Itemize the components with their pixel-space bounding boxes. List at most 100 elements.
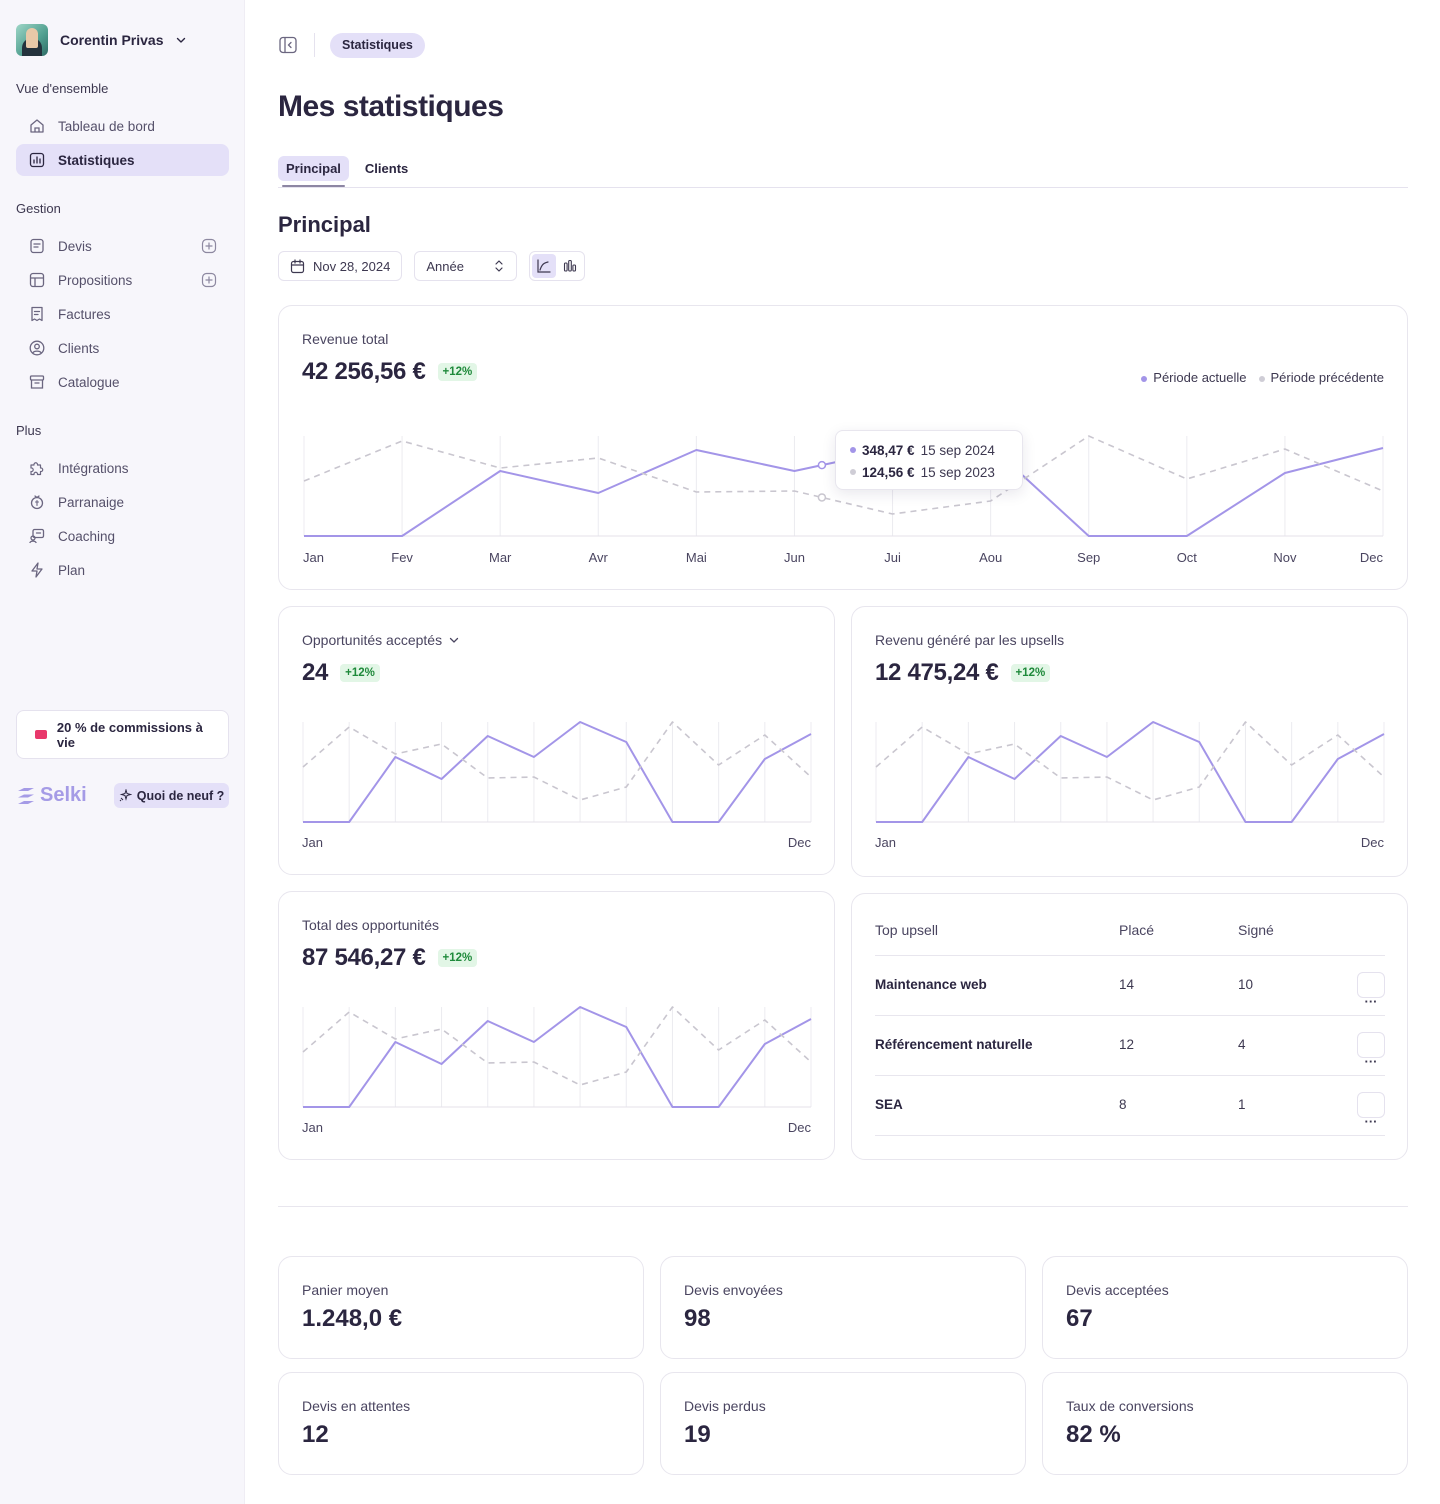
home-icon [30,119,44,133]
upsell-revenue-chart[interactable]: Jan Dec [852,607,1409,878]
coaching-icon [29,528,45,544]
section-title: Principal [278,212,371,237]
more-icon: ··· [1364,994,1378,1009]
sidebar-item-referral[interactable]: Parranaige [16,486,229,518]
stat-value: 82 % [1066,1421,1121,1448]
opportunities-value: 24 [302,659,329,686]
stat-card-average-basket: Panier moyen 1.248,0 € [278,1256,644,1359]
whats-new-button[interactable]: Quoi de neuf ? [114,783,229,808]
revenue-value-row: 42 256,56 € +12% [302,358,478,386]
user-menu[interactable]: Corentin Privas [16,24,187,56]
sidebar-item-label: Coaching [58,528,116,544]
sidebar-item-clients[interactable]: Clients [16,332,229,364]
stat-label: Devis en attentes [302,1398,411,1414]
sidebar-item-proposals[interactable]: Propositions [16,264,229,296]
section-title-management: Gestion [16,201,61,216]
stat-label: Devis acceptées [1066,1282,1169,1298]
tooltip-current-date: 15 sep 2024 [920,442,995,458]
x-tick-label: Nov [1273,550,1297,565]
upsell-revenue-label: Revenu généré par les upsells [875,632,1065,648]
user-circle-icon [29,340,45,356]
x-tick-label: Jui [884,550,901,565]
opportunities-chart[interactable]: Jan Dec [279,607,836,876]
sidebar-item-invoices[interactable]: Factures [16,298,229,330]
x-tick-label: Mai [686,550,707,565]
file-icon [30,238,44,254]
upsell-revenue-value: 12 475,24 € [875,659,999,686]
series-line-previous [875,721,1385,801]
gift-icon [30,495,44,510]
upsell-revenue-card: Revenu généré par les upsells 12 475,24 … [851,606,1408,877]
lightning-icon [31,562,43,578]
stat-label: Devis envoyées [684,1282,783,1298]
sidebar: Corentin Privas Vue d'ensemble Tableau d… [0,0,245,1504]
sidebar-item-label: Clients [58,340,100,356]
x-tick-label: Mar [489,550,512,565]
series-line-current [303,1006,812,1108]
archive-icon [29,375,45,389]
filters: Nov 28, 2024 Année [278,251,586,281]
row-actions-button[interactable]: ··· [1357,972,1385,1009]
section-title-overview: Vue d'ensemble [16,81,109,96]
tab-clients[interactable]: Clients [364,161,409,176]
trend-badge: +12% [340,664,380,682]
bar-chart-toggle[interactable] [558,254,582,278]
revenue-value: 42 256,56 € [302,358,426,385]
opportunities-filter[interactable]: Opportunités acceptés [302,632,460,648]
upsell-placed: 12 [1119,1037,1135,1052]
sidebar-item-catalog[interactable]: Catalogue [16,366,229,398]
chevron-updown-icon [495,260,503,272]
whats-new-label: Quoi de neuf ? [136,788,225,803]
series-line-previous [302,721,812,801]
nav-overview: Tableau de bord Statistiques [16,110,229,178]
legend-dot [1141,375,1148,382]
date-picker[interactable]: Nov 28, 2024 [278,251,403,281]
tooltip-previous-value: 124,56 € [862,464,915,480]
hover-marker-current [817,460,827,470]
period-select[interactable]: Année [414,251,518,281]
x-tick-label: Dec [788,835,812,850]
selki-logo-icon [18,787,34,804]
tab-principal[interactable]: Principal [278,156,349,187]
sidebar-item-coaching[interactable]: Coaching [16,520,229,552]
total-opportunities-chart[interactable]: Jan Dec [279,892,836,1161]
sidebar-item-quotes[interactable]: Devis [16,230,229,262]
line-chart-toggle[interactable] [532,254,557,278]
sidebar-item-integrations[interactable]: Intégrations [16,452,229,484]
legend-current: Période actuelle [1141,370,1247,385]
x-tick-label: Jan [302,1120,323,1135]
sidebar-toggle-icon[interactable] [278,35,298,55]
tooltip-row-previous: 124,56 € 15 sep 2023 [850,461,1008,483]
sidebar-item-plan[interactable]: Plan [16,554,229,586]
upsell-name: Maintenance web [875,977,987,992]
section-title-more: Plus [16,423,42,438]
tooltip-current-value: 348,47 € [862,442,915,458]
sidebar-item-label: Parranaige [58,494,125,510]
line-chart-icon [537,259,551,273]
stat-card-quotes-accepted: Devis acceptées 67 [1042,1256,1408,1359]
row-actions-button[interactable]: ··· [1357,1092,1385,1129]
plus-icon[interactable] [201,272,217,288]
opportunities-card: Opportunités acceptés 24 +12% Jan Dec [278,606,835,875]
x-tick-label: Dec [1361,835,1385,850]
page-title: Mes statistiques [278,90,504,123]
stat-card-quotes-lost: Devis perdus 19 [660,1372,1026,1475]
upsell-name: SEA [875,1097,903,1112]
column-header: Top upsell [875,922,939,938]
revenue-label: Revenue total [302,331,389,347]
table-row: Maintenance web 14 10 ··· [875,956,1385,1016]
stat-value: 12 [302,1421,329,1448]
sidebar-item-statistics[interactable]: Statistiques [16,144,229,176]
breadcrumb[interactable]: Statistiques [330,32,425,58]
plus-icon[interactable] [201,238,217,254]
sidebar-item-label: Statistiques [58,152,135,168]
chevron-down-icon [449,637,459,643]
row-actions-button[interactable]: ··· [1357,1032,1385,1069]
sidebar-item-dashboard[interactable]: Tableau de bord [16,110,229,142]
x-tick-label: Jan [303,550,324,565]
series-line-current [876,721,1385,823]
upsell-signed: 4 [1238,1037,1246,1052]
ticket-icon [35,730,47,739]
commission-promo[interactable]: 20 % de commissions à vie [16,710,229,759]
divider [314,33,315,57]
